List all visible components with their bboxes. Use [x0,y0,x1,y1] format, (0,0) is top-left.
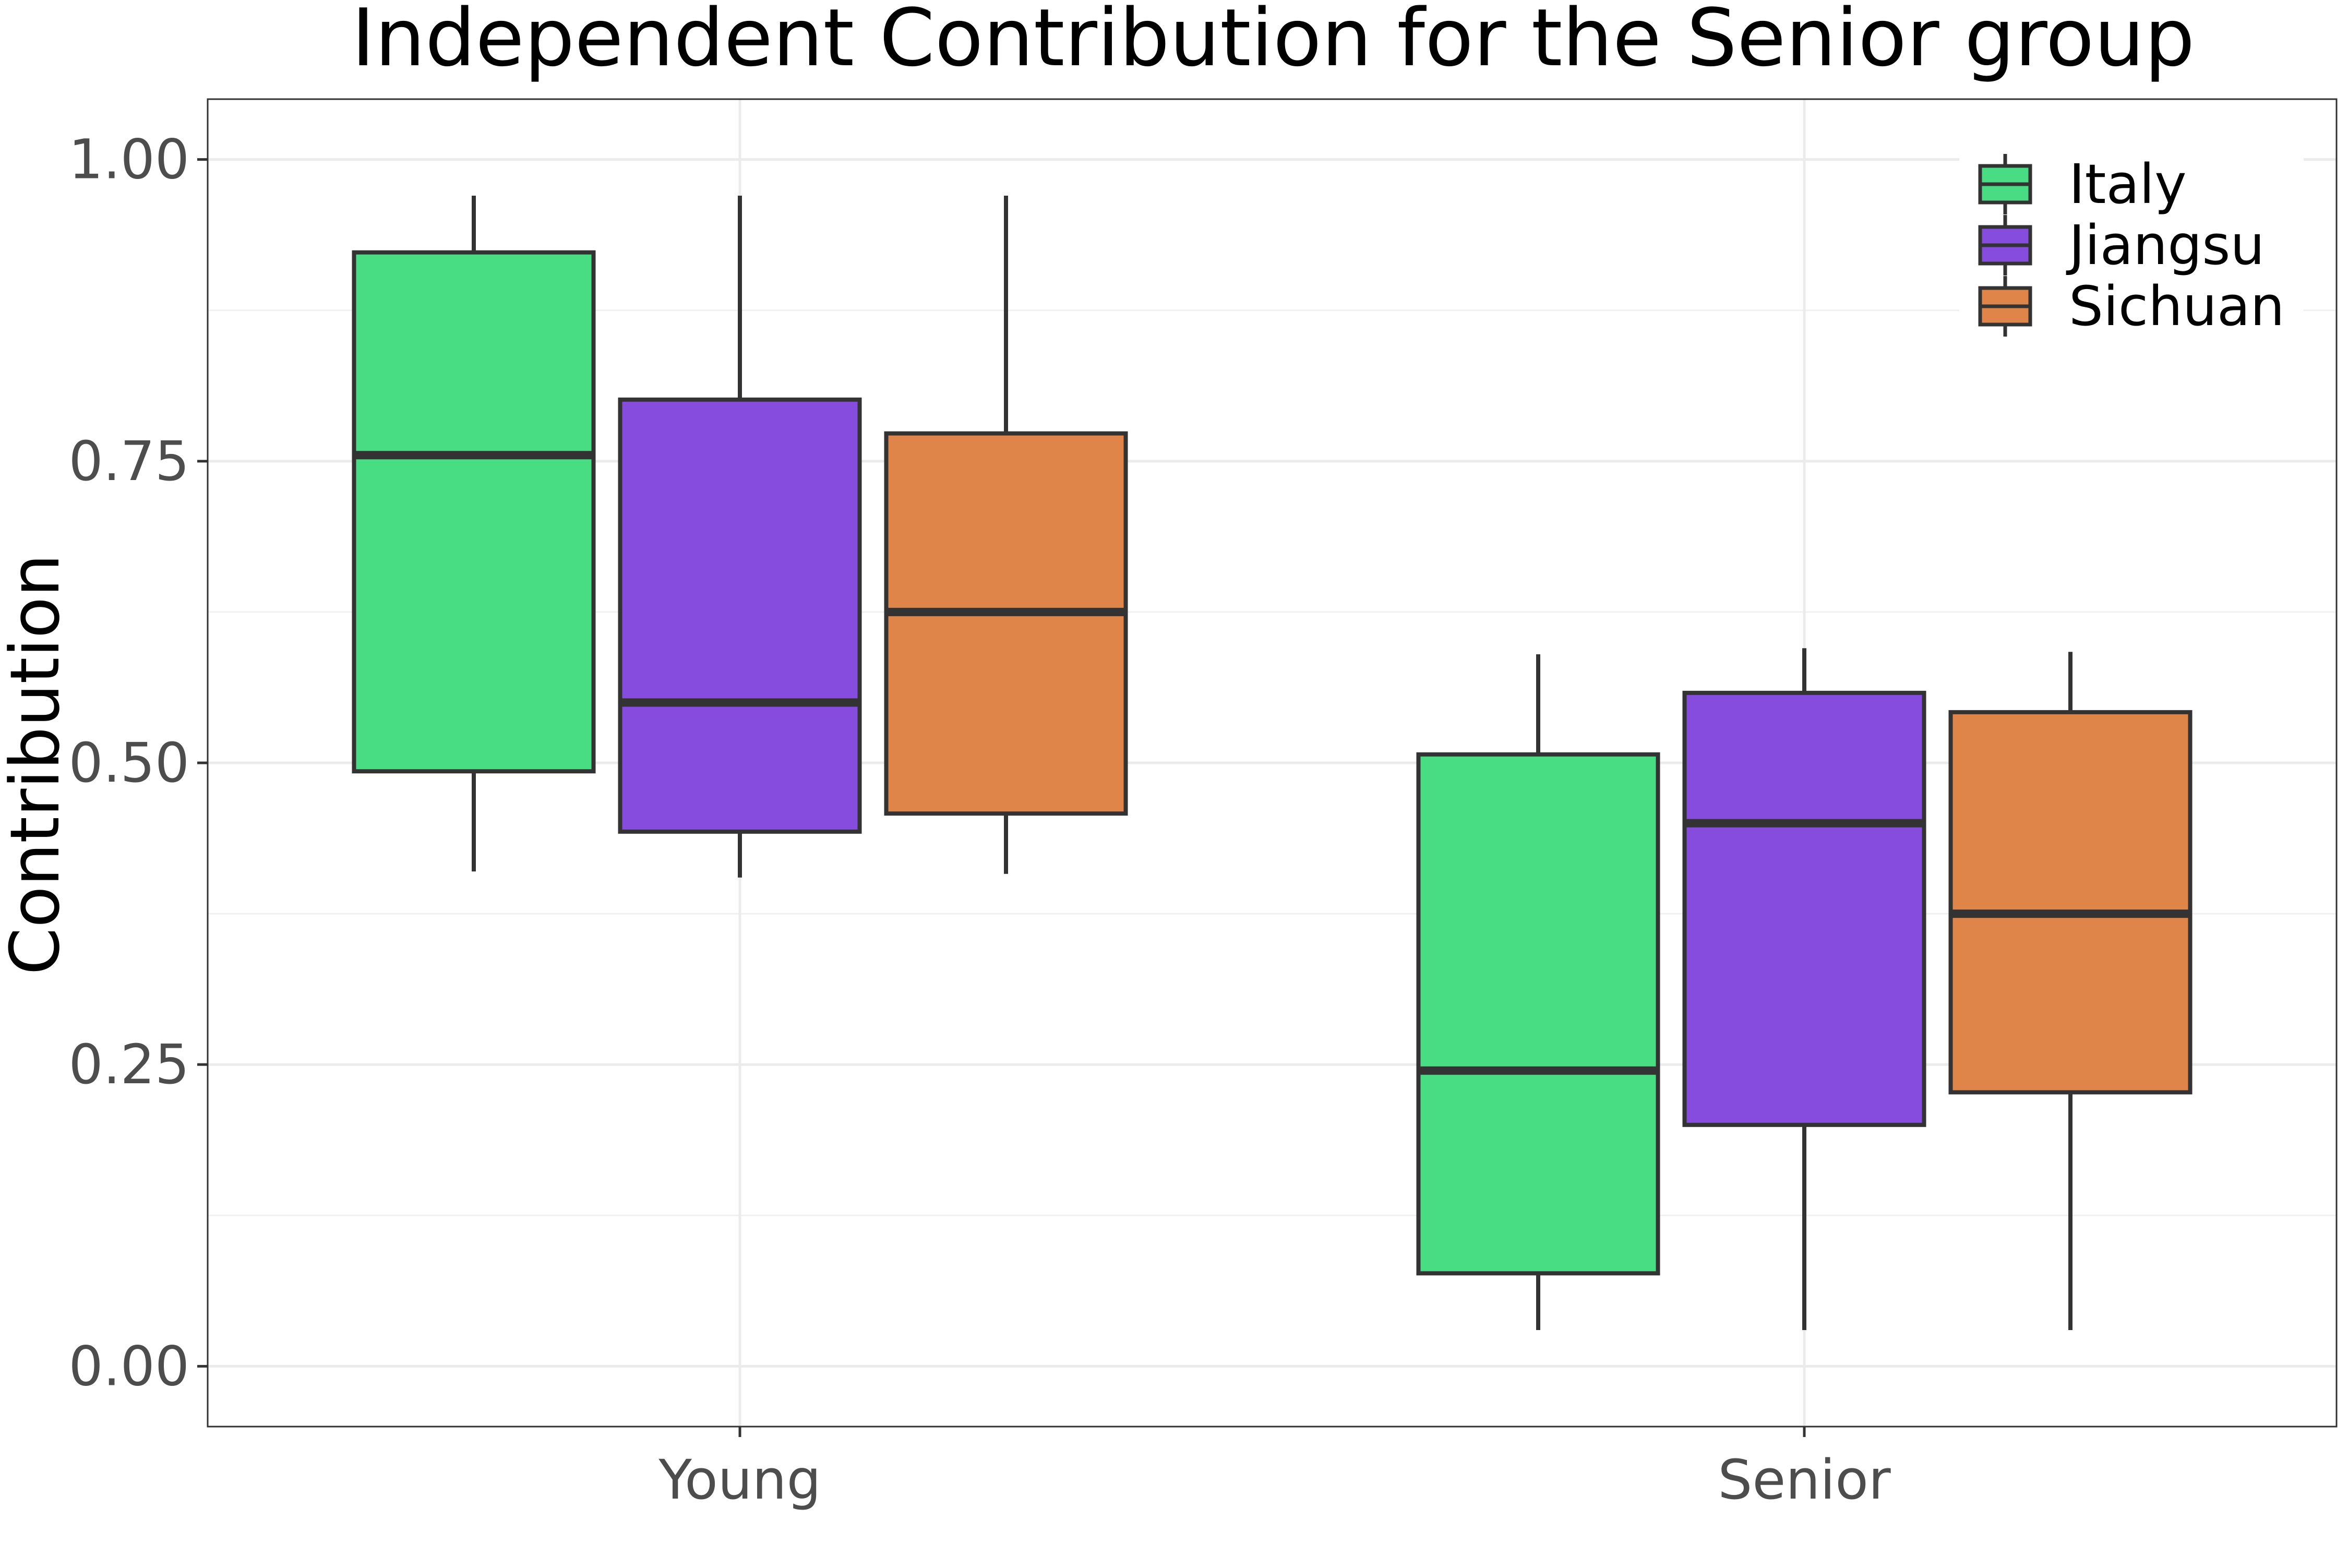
y-tick-label: 0.50 [68,731,189,795]
legend-item-sichuan: Sichuan [1978,274,2285,338]
box-sichuan-young [884,196,1128,874]
box-jiangsu-young [618,196,862,878]
box-sichuan-senior [1948,652,2193,1330]
y-axis-title: Contribution [0,554,75,975]
y-tick-label: 1.00 [68,128,189,191]
legend-item-italy: Italy [1978,152,2187,216]
chart-title: Independent Contribution for the Senior … [352,0,2195,84]
y-tick-label: 0.75 [68,429,189,493]
box-jiangsu-senior [1682,648,1926,1330]
y-tick-label: 0.25 [68,1033,189,1096]
box-iqr [1416,752,1660,1276]
legend-label: Italy [2069,152,2187,216]
x-tick-label: Senior [1718,1448,1890,1512]
box-iqr [884,431,1128,816]
box-italy-young [352,196,596,872]
legend-item-jiangsu: Jiangsu [1978,213,2265,277]
box-iqr [352,250,596,774]
legend-label: Jiangsu [2066,213,2265,277]
box-italy-senior [1416,654,1660,1330]
x-tick-label: Young [658,1448,821,1512]
box-iqr [618,397,862,834]
legend-label: Sichuan [2069,274,2285,338]
box-iqr [1682,690,1926,1127]
y-tick-label: 0.00 [68,1334,189,1398]
box-iqr [1948,710,2193,1095]
